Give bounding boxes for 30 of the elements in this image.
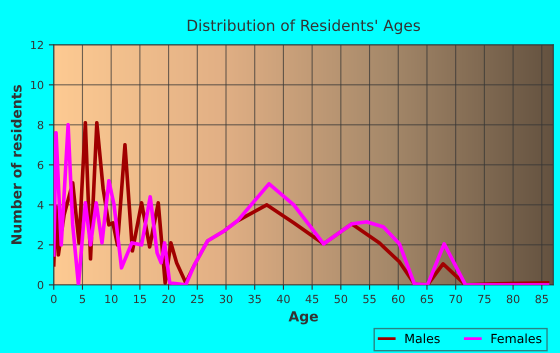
y-tick-label: 0 [38,280,44,290]
x-tick-label: 0 [50,294,57,304]
y-tick-label: 6 [38,160,44,170]
x-tick-label: 20 [162,294,175,304]
legend-label: Males [405,334,440,344]
y-tick-label: 2 [38,240,43,250]
x-axis-title: Age [288,311,318,324]
y-tick-label: 8 [38,120,44,130]
x-tick-label: 25 [191,294,204,304]
x-tick-label: 45 [306,294,318,304]
x-tick-label: 35 [248,294,261,304]
y-tick-label: 10 [31,80,44,90]
y-tick-label: 4 [38,200,44,210]
x-tick-label: 50 [334,294,348,304]
y-axis-title: Number of residents [10,85,22,244]
x-tick-label: 10 [105,294,118,304]
x-tick-label: 40 [276,294,290,304]
x-tick-label: 75 [478,294,490,304]
x-tick-label: 15 [134,294,146,304]
x-tick-label: 60 [392,294,405,304]
x-tick-label: 85 [535,294,548,304]
x-tick-label: 80 [506,294,520,304]
chart-title: Distribution of Residents' Ages [188,19,420,34]
x-tick-label: 5 [80,294,86,304]
legend-label: Females [492,334,542,344]
x-tick-label: 70 [450,294,462,304]
x-tick-label: 30 [220,294,232,304]
x-tick-label: 55 [363,294,376,304]
y-tick-label: 12 [31,40,43,50]
x-tick-label: 65 [420,294,434,304]
